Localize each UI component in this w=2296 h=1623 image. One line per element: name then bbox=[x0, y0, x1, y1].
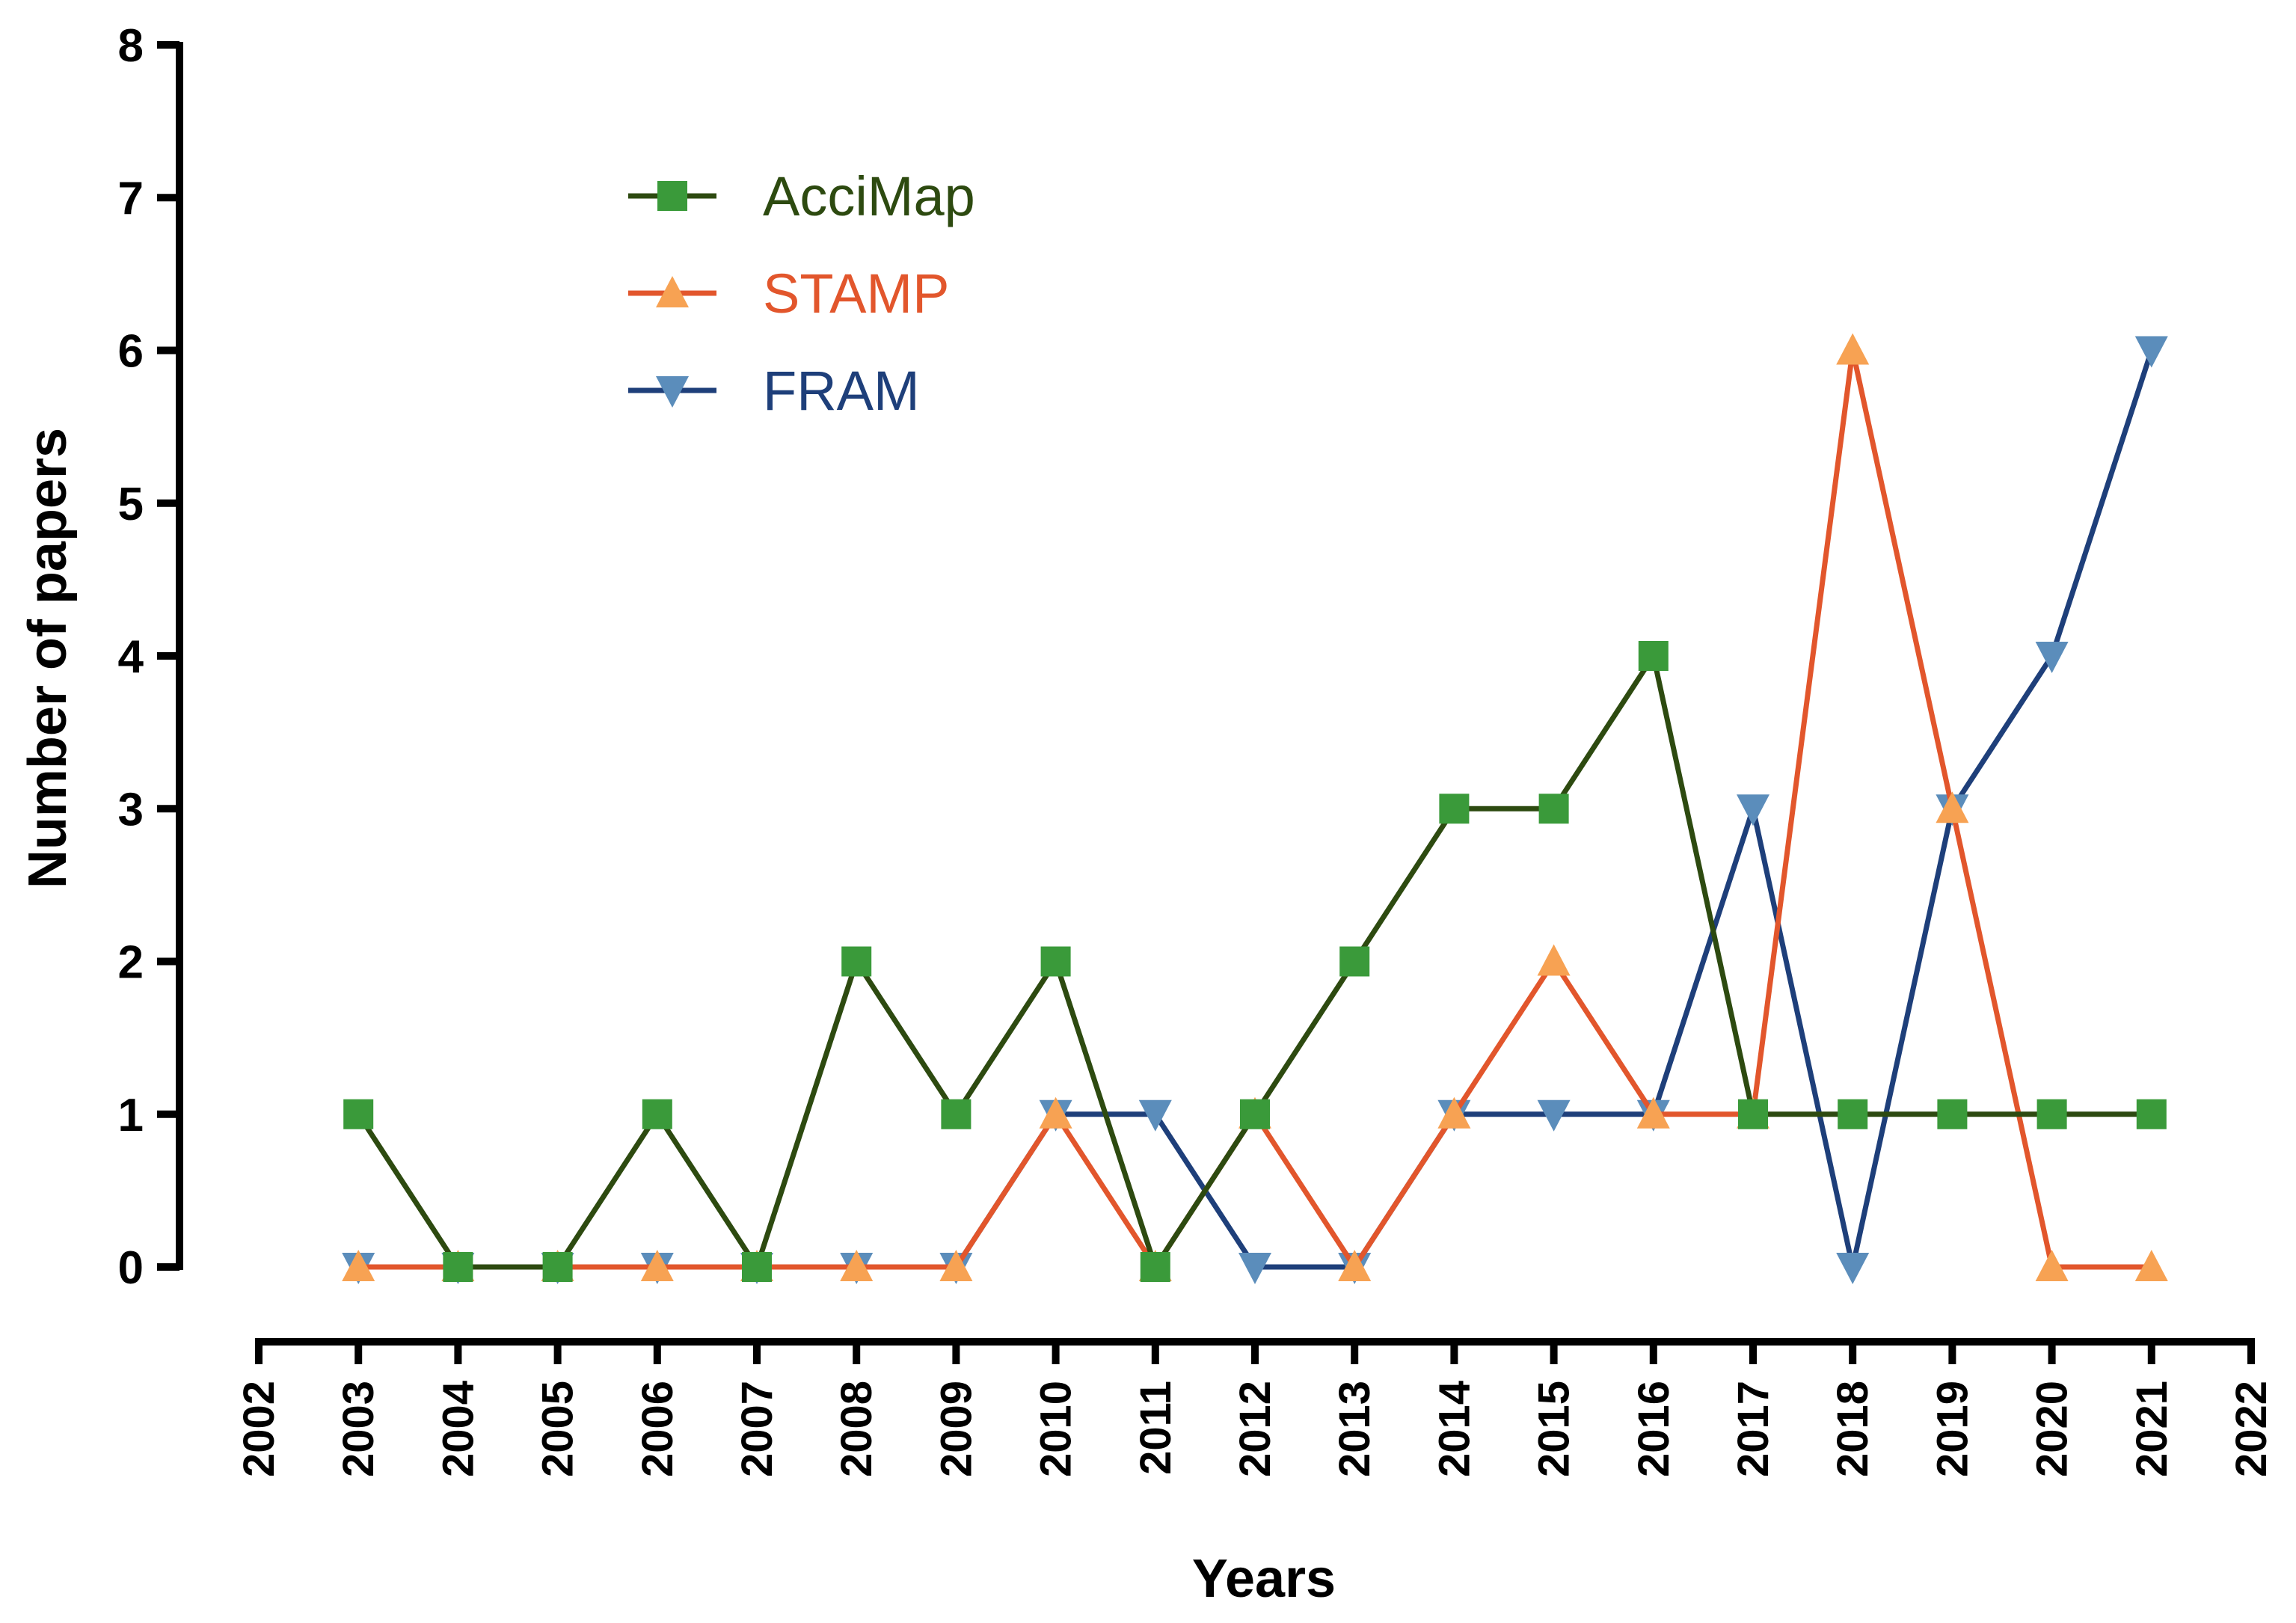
accimap-point bbox=[343, 1099, 374, 1129]
accimap-point bbox=[2136, 1099, 2167, 1129]
legend-item-stamp: STAMP bbox=[628, 263, 949, 325]
y-tick-label: 7 bbox=[118, 173, 144, 224]
y-tick-label: 1 bbox=[118, 1090, 144, 1141]
fram-point bbox=[2134, 336, 2168, 368]
stamp-point bbox=[1537, 944, 1571, 976]
x-axis: 2002 2003 2004 2005 2006 2007 2008 2009 2010 2011… bbox=[235, 1338, 2276, 1477]
x-tick-label: 2011 bbox=[1132, 1381, 1180, 1475]
y-tick-label: 3 bbox=[118, 784, 144, 835]
x-tick-label: 2005 bbox=[534, 1381, 583, 1477]
accimap-point bbox=[1140, 1252, 1170, 1282]
accimap-point bbox=[1040, 946, 1071, 977]
legend-label: AcciMap bbox=[763, 165, 975, 227]
x-tick-label: 2012 bbox=[1231, 1381, 1280, 1477]
x-tick-label: 2021 bbox=[2128, 1381, 2176, 1477]
x-axis-title: Years bbox=[1192, 1549, 1336, 1609]
accimap-point bbox=[941, 1099, 971, 1129]
stamp-point bbox=[1437, 1096, 1471, 1129]
y-tick-label: 5 bbox=[118, 479, 144, 530]
x-tick-label: 2015 bbox=[1530, 1381, 1579, 1477]
x-tick-label: 2022 bbox=[2227, 1381, 2276, 1477]
x-tick-label: 2016 bbox=[1630, 1381, 1678, 1477]
stamp-point bbox=[2035, 1250, 2069, 1281]
x-tick-label: 2010 bbox=[1032, 1381, 1081, 1477]
x-tick-label: 2014 bbox=[1430, 1381, 1479, 1477]
accimap-point bbox=[1240, 1099, 1270, 1129]
legend-label: STAMP bbox=[763, 263, 949, 325]
fram-point bbox=[1537, 1099, 1571, 1132]
x-tick-label: 2009 bbox=[932, 1381, 980, 1477]
stamp-point bbox=[2134, 1250, 2168, 1281]
fram-point bbox=[1737, 794, 1769, 826]
stamp-point bbox=[1338, 1250, 1372, 1281]
fram-point bbox=[2035, 642, 2069, 673]
stamp-point bbox=[840, 1250, 874, 1281]
y-tick-label: 4 bbox=[118, 631, 144, 683]
accimap-point bbox=[542, 1252, 573, 1282]
accimap-point bbox=[1838, 1099, 1868, 1129]
legend-swatch-marker bbox=[656, 276, 689, 307]
stamp-point bbox=[1039, 1096, 1072, 1129]
y-axis-title: Number of papers bbox=[18, 428, 78, 889]
x-tick-label: 2019 bbox=[1928, 1381, 1977, 1477]
x-tick-label: 2002 bbox=[235, 1381, 283, 1477]
legend: AcciMap STAMP FRAM bbox=[628, 165, 975, 422]
accimap-point bbox=[1738, 1099, 1768, 1129]
stamp-point bbox=[342, 1250, 375, 1281]
legend-swatch-marker bbox=[656, 376, 689, 408]
accimap-point bbox=[841, 946, 872, 977]
stamp-point bbox=[640, 1250, 674, 1281]
x-tick-label: 2013 bbox=[1330, 1381, 1379, 1477]
fram-point bbox=[1238, 1253, 1271, 1284]
stamp-point bbox=[1936, 791, 1969, 823]
accimap-point bbox=[742, 1252, 772, 1282]
x-tick-label: 2007 bbox=[733, 1381, 782, 1477]
accimap-point bbox=[2036, 1099, 2067, 1129]
stamp-point bbox=[1636, 1096, 1670, 1129]
stamp-point bbox=[1836, 333, 1870, 365]
legend-item-accimap: AcciMap bbox=[628, 165, 975, 227]
stamp-point bbox=[939, 1250, 973, 1281]
fram-point bbox=[1138, 1099, 1172, 1132]
series-fram bbox=[342, 336, 2168, 1284]
fram-point bbox=[1836, 1253, 1870, 1284]
series-layer bbox=[342, 333, 2168, 1284]
x-tick-label: 2006 bbox=[633, 1381, 682, 1477]
x-tick-label: 2020 bbox=[2028, 1381, 2077, 1477]
accimap-point bbox=[642, 1099, 672, 1129]
legend-label: FRAM bbox=[763, 360, 920, 422]
accimap-point bbox=[443, 1252, 473, 1282]
x-tick-label: 2004 bbox=[434, 1381, 482, 1477]
accimap-point bbox=[1439, 794, 1470, 824]
accimap-point bbox=[1937, 1099, 1968, 1129]
legend-item-fram: FRAM bbox=[628, 360, 920, 422]
y-axis: 0 1 2 3 4 5 6 7 8 bbox=[118, 20, 183, 1294]
x-tick-label: 2017 bbox=[1729, 1381, 1778, 1477]
y-tick-label: 8 bbox=[118, 20, 144, 72]
series-stamp bbox=[342, 333, 2168, 1281]
legend-swatch-marker bbox=[657, 181, 687, 211]
x-tick-label: 2008 bbox=[832, 1381, 881, 1477]
x-tick-label: 2003 bbox=[334, 1381, 383, 1477]
accimap-point bbox=[1638, 641, 1669, 671]
accimap-line bbox=[356, 653, 2152, 1270]
series-accimap bbox=[343, 641, 2167, 1282]
y-tick-label: 2 bbox=[118, 937, 144, 989]
y-tick-label: 0 bbox=[118, 1242, 144, 1294]
x-tick-label: 2018 bbox=[1829, 1381, 1877, 1477]
accimap-point bbox=[1339, 946, 1370, 977]
accimap-point bbox=[1538, 794, 1569, 824]
y-tick-label: 6 bbox=[118, 326, 144, 378]
